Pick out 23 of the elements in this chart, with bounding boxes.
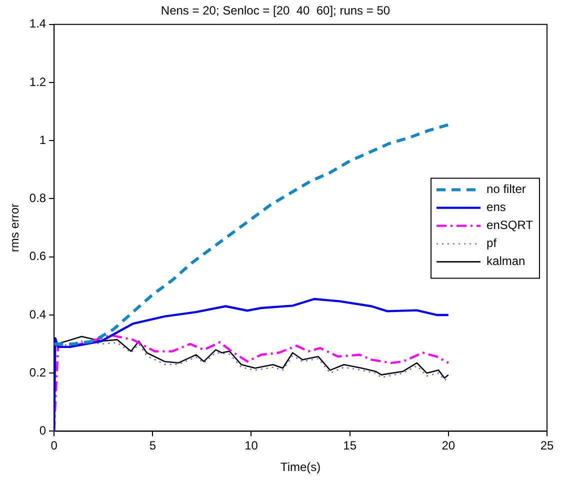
legend-label: pf [486, 236, 498, 250]
y-tick-label: 0.8 [29, 191, 46, 206]
y-tick-label: 0.4 [29, 307, 46, 322]
y-axis-title: rms error [8, 203, 22, 252]
legend-label: kalman [486, 254, 526, 268]
y-tick-label: 1.2 [29, 74, 46, 89]
y-tick-label: 0 [39, 424, 46, 438]
y-tick-label: 0.6 [29, 249, 46, 264]
y-tick-label: 1.4 [29, 16, 46, 31]
legend-label: no filter [486, 182, 526, 196]
x-tick-label: 10 [244, 438, 258, 453]
y-tick-label: 1 [39, 132, 46, 147]
line-series [54, 123, 450, 346]
legend-label: enSQRT [486, 218, 534, 232]
x-axis-title: Time(s) [280, 460, 321, 474]
legend-label: ens [486, 200, 506, 214]
x-tick-label: 20 [442, 438, 456, 453]
x-tick-label: 25 [540, 438, 554, 453]
x-tick-label: 5 [149, 438, 156, 453]
y-tick-label: 0.2 [29, 365, 46, 380]
chart-title: Nens = 20; Senloc = [20 40 60]; runs = 50 [160, 4, 390, 18]
x-tick-label: 15 [343, 438, 357, 453]
x-tick-label: 0 [50, 438, 58, 453]
